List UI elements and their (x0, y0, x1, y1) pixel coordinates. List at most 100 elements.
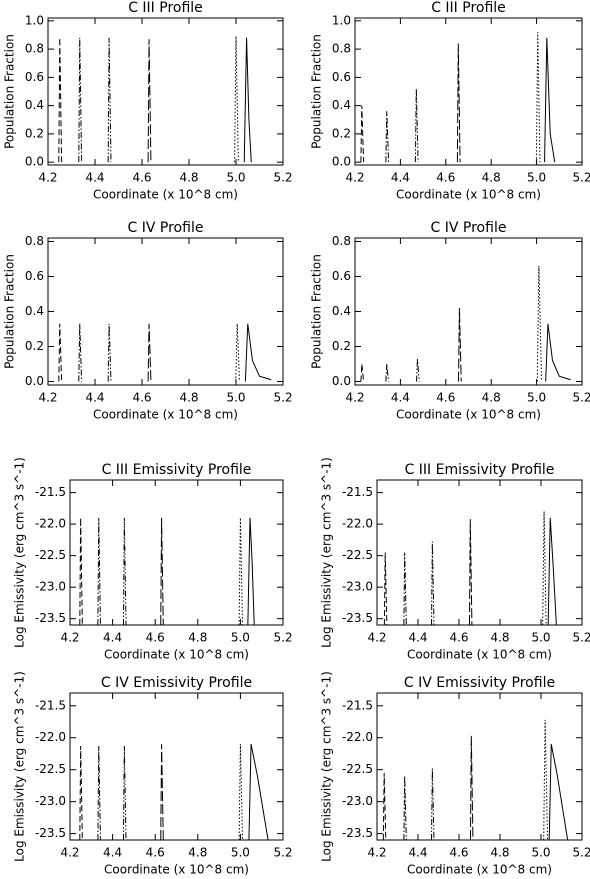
panel-title: C IV Profile (431, 220, 507, 236)
x-axis-label: Coordinate (x 10^8 cm) (93, 188, 238, 202)
x-tick-label: 4.4 (408, 846, 427, 860)
x-tick-label: 4.8 (482, 171, 501, 185)
x-tick-label: 5.2 (273, 631, 292, 645)
y-tick-label: -23.5 (342, 826, 373, 840)
x-tick-label: 5.2 (273, 846, 292, 860)
profile-line (244, 323, 272, 382)
y-tick-label: 0.0 (332, 374, 351, 388)
panel-title: C III Profile (128, 0, 203, 16)
panel: C IV Profile Coordinate (x 10^8 cm) Popula… (3, 220, 293, 422)
panel: C IV Emissivity Profile Coordinate (x 10^… (13, 671, 293, 876)
profile-line (547, 517, 557, 625)
profile-line (403, 776, 407, 840)
x-tick-label: 4.6 (436, 171, 455, 185)
x-tick-label: 5.2 (273, 391, 292, 405)
x-tick-label: 5.0 (231, 631, 250, 645)
x-tick-label: 4.8 (179, 171, 198, 185)
y-tick-label: -23.0 (342, 580, 373, 594)
y-tick-label: 0.2 (332, 339, 351, 353)
y-tick-label: 0.0 (25, 155, 44, 169)
x-tick-label: 4.4 (85, 171, 104, 185)
profile-line (78, 37, 83, 163)
y-tick-label: 0.4 (25, 98, 44, 112)
x-tick-label: 4.6 (146, 846, 165, 860)
x-tick-label: 4.4 (391, 171, 410, 185)
profile-line (247, 517, 255, 625)
profile-line (544, 37, 556, 163)
y-axis-label: Population Fraction (3, 254, 17, 369)
x-tick-label: 5.2 (572, 171, 590, 185)
x-tick-label: 5.2 (572, 631, 590, 645)
profile-line (468, 519, 473, 625)
y-tick-label: -22.0 (342, 517, 373, 531)
profile-line (234, 36, 239, 163)
y-tick-label: -22.5 (342, 762, 373, 776)
plot-frame (354, 237, 583, 386)
profile-line (385, 363, 390, 382)
x-tick-label: 4.6 (132, 391, 151, 405)
profile-line (79, 746, 83, 840)
y-tick-label: 0.6 (25, 269, 44, 283)
y-tick-label: -23.5 (35, 826, 66, 840)
x-tick-label: 4.2 (38, 171, 57, 185)
profile-line (147, 39, 152, 163)
panel-title: C IV Profile (128, 220, 204, 236)
x-tick-label: 4.8 (188, 846, 207, 860)
profile-line (383, 552, 388, 625)
x-axis-label: Coordinate (x 10^8 cm) (396, 188, 541, 202)
y-tick-label: -22.5 (342, 548, 373, 562)
x-tick-label: 4.2 (367, 631, 386, 645)
profile-line (78, 323, 83, 382)
x-axis-label: Coordinate (x 10^8 cm) (407, 863, 552, 877)
profile-line (414, 88, 419, 163)
x-tick-label: 4.4 (103, 631, 122, 645)
profile-line (416, 358, 420, 382)
y-tick-label: -22.0 (35, 730, 66, 744)
y-axis-label: Log Emissivity (erg cm^3 s^-1) (320, 671, 334, 862)
y-tick-label: -23.0 (342, 794, 373, 808)
profile-line (543, 719, 549, 840)
plot-frame (47, 17, 284, 166)
profile-line (107, 37, 112, 163)
y-tick-label: 0.6 (25, 70, 44, 84)
plot-frame (376, 479, 583, 626)
y-axis-label: Log Emissivity (erg cm^3 s^-1) (13, 671, 27, 862)
profile-line (79, 517, 83, 625)
y-tick-label: -21.5 (342, 485, 373, 499)
x-tick-label: 4.2 (345, 391, 364, 405)
x-tick-label: 5.0 (527, 391, 546, 405)
profile-line (97, 746, 101, 840)
y-tick-label: 0.8 (332, 234, 351, 248)
x-tick-label: 4.2 (367, 846, 386, 860)
profile-line (122, 517, 127, 625)
panel: C III Profile Coordinate (x 10^8 cm) Popul… (3, 0, 293, 202)
x-tick-label: 4.6 (146, 631, 165, 645)
plot-frame (376, 692, 583, 841)
profile-line (243, 37, 252, 163)
panel-title: C IV Emissivity Profile (404, 675, 555, 691)
y-axis-label: Log Emissivity (erg cm^3 s^-1) (320, 457, 334, 648)
x-tick-label: 4.6 (132, 171, 151, 185)
x-tick-label: 4.8 (490, 846, 509, 860)
profile-line (456, 43, 461, 163)
profile-line (122, 746, 127, 840)
x-tick-label: 4.4 (85, 391, 104, 405)
profile-line (385, 111, 390, 163)
x-tick-label: 4.6 (449, 631, 468, 645)
y-tick-label: -23.5 (342, 611, 373, 625)
plot-frame (354, 17, 583, 166)
y-tick-label: -21.5 (342, 698, 373, 712)
y-tick-label: -22.0 (342, 730, 373, 744)
x-tick-label: 4.6 (436, 391, 455, 405)
x-tick-label: 5.2 (572, 391, 590, 405)
profile-line (382, 772, 387, 840)
profile-line (160, 744, 164, 840)
y-tick-label: 0.4 (25, 304, 44, 318)
y-tick-label: 0.0 (332, 155, 351, 169)
x-tick-label: 4.2 (60, 846, 79, 860)
x-tick-label: 5.0 (226, 171, 245, 185)
profile-line (431, 541, 435, 625)
x-axis-label: Coordinate (x 10^8 cm) (407, 648, 552, 662)
x-tick-label: 5.0 (531, 631, 550, 645)
